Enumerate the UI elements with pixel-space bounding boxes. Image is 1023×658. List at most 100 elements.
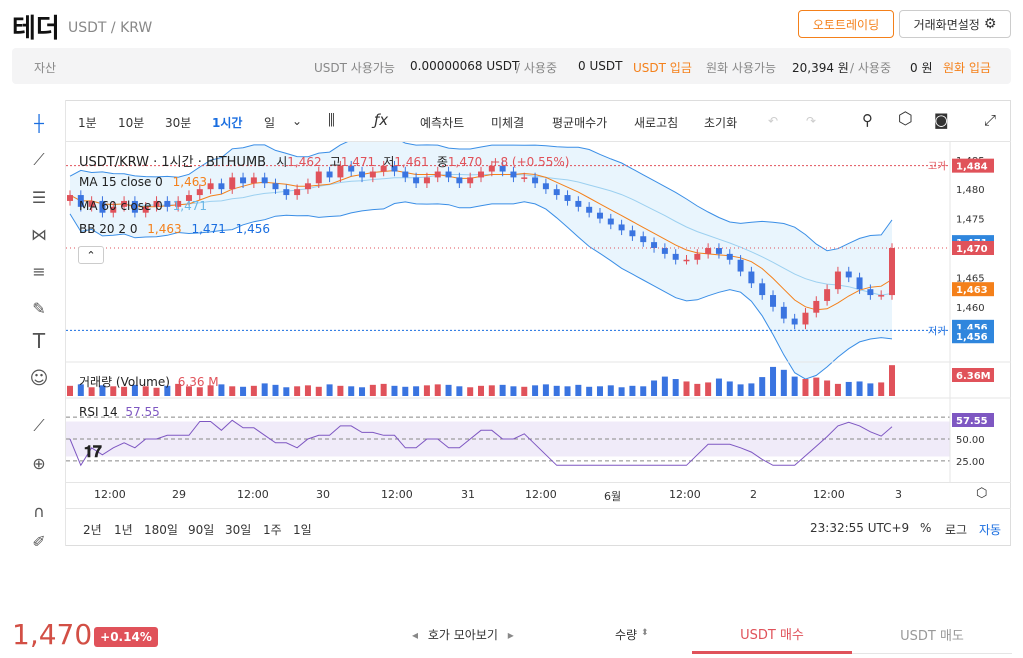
text-tool-icon[interactable]: T bbox=[32, 329, 46, 353]
candle-body bbox=[694, 253, 701, 260]
range-1d[interactable]: 1일 bbox=[293, 523, 312, 537]
volume-label: 거래량 (Volume) bbox=[79, 375, 170, 389]
bb-label: BB 20 2 0 bbox=[79, 222, 138, 236]
interval-1h[interactable]: 1시간 bbox=[212, 116, 243, 130]
candle-body bbox=[283, 189, 290, 196]
range-180d[interactable]: 180일 bbox=[144, 523, 178, 537]
avg-price-button[interactable]: 평균매수가 bbox=[552, 116, 608, 130]
volume-legend: 거래량 (Volume) 6.36 M bbox=[79, 373, 219, 390]
clock: 23:32:55 UTC+9 bbox=[810, 521, 910, 535]
price-tick: 1,465 bbox=[956, 273, 985, 284]
volume-bar bbox=[824, 380, 831, 396]
auto-toggle[interactable]: 자동 bbox=[979, 523, 1002, 537]
fullscreen-icon[interactable]: ⤢ bbox=[984, 111, 997, 129]
range-30d[interactable]: 30일 bbox=[225, 523, 252, 537]
rsi-line bbox=[69, 419, 893, 467]
candle-body bbox=[88, 200, 95, 207]
candle-body bbox=[564, 195, 571, 201]
volume-bar bbox=[553, 385, 560, 396]
interval-30m[interactable]: 30분 bbox=[165, 116, 192, 130]
volume-bar bbox=[542, 384, 549, 396]
pattern-icon[interactable]: ⋈ bbox=[31, 224, 47, 244]
usdt-inuse-label: / 사용중 bbox=[516, 61, 557, 75]
range-1w[interactable]: 1주 bbox=[263, 523, 282, 537]
current-price: 1,470 bbox=[12, 618, 93, 651]
range-1y[interactable]: 1년 bbox=[114, 523, 133, 537]
candle-body bbox=[261, 177, 268, 184]
screen-settings-button[interactable]: 거래화면설정 ⚙ bbox=[899, 10, 1011, 38]
range-bar: 2년 1년 180일 90일 30일 1주 1일 23:32:55 UTC+9 … bbox=[66, 508, 1011, 546]
log-toggle[interactable]: 로그 bbox=[945, 523, 968, 537]
redo-icon[interactable]: ↷ bbox=[806, 114, 817, 128]
price-tag-text: 1,456 bbox=[956, 323, 988, 334]
screen-settings-label: 거래화면설정 bbox=[913, 17, 980, 32]
candle-type-icon[interactable]: ⫼ bbox=[328, 111, 335, 129]
candle-body bbox=[413, 177, 420, 184]
trendline-icon[interactable]: ⟋ bbox=[33, 150, 45, 169]
crosshair-icon[interactable]: ┼ bbox=[34, 113, 44, 133]
price-tag-low bbox=[952, 329, 994, 344]
legend-high: 1,471 bbox=[340, 155, 376, 169]
emoji-icon[interactable]: ☺ bbox=[29, 367, 49, 389]
usdt-deposit-link[interactable]: USDT 입금 bbox=[633, 61, 692, 75]
candle-body bbox=[77, 195, 84, 207]
chevron-down-icon[interactable]: ⌄ bbox=[292, 114, 303, 128]
volume-bar bbox=[467, 387, 474, 396]
lock-icon[interactable]: ✐ bbox=[32, 531, 46, 551]
volume-bar bbox=[802, 379, 809, 396]
volume-bar bbox=[445, 384, 452, 396]
sort-icon[interactable]: ⬍ bbox=[641, 628, 649, 638]
legend-l-label: 저 bbox=[383, 155, 395, 169]
interval-1m[interactable]: 1분 bbox=[78, 116, 97, 130]
auto-trading-button[interactable]: 오토트레이딩 bbox=[798, 10, 894, 38]
interval-day[interactable]: 일 bbox=[264, 116, 276, 130]
orderbook-collect[interactable]: 호가 모아보기 bbox=[427, 628, 498, 642]
interval-10m[interactable]: 10분 bbox=[118, 116, 145, 130]
indicators-icon[interactable]: ƒx bbox=[374, 111, 389, 129]
unfilled-button[interactable]: 미체결 bbox=[491, 116, 525, 130]
reset-button[interactable]: 초기화 bbox=[704, 116, 738, 130]
sell-tab[interactable]: USDT 매도 bbox=[852, 616, 1012, 654]
chevron-left-icon[interactable]: ◂ bbox=[412, 628, 419, 642]
fib-lines-icon[interactable]: ☰ bbox=[31, 187, 47, 207]
krw-deposit-link[interactable]: 원화 입금 bbox=[943, 61, 991, 75]
magnet-icon[interactable]: ∩ bbox=[33, 501, 45, 521]
candle-body bbox=[510, 171, 517, 178]
collapse-legend-button[interactable]: ⌃ bbox=[78, 246, 104, 264]
legend-pair: USDT/KRW · 1시간 · BITHUMB bbox=[79, 155, 267, 170]
chevron-right-icon[interactable]: ▸ bbox=[507, 628, 514, 642]
range-2y[interactable]: 2년 bbox=[83, 523, 102, 537]
pair-subtitle: USDT / KRW bbox=[68, 20, 153, 36]
price-change-badge: +0.14% bbox=[94, 627, 158, 647]
candle-body bbox=[185, 195, 192, 201]
brush-icon[interactable]: ✎ bbox=[32, 298, 46, 318]
settings-hex-icon[interactable]: ⬡ bbox=[898, 109, 913, 129]
range-90d[interactable]: 90일 bbox=[188, 523, 215, 537]
forecast-lines-icon[interactable]: ≡ bbox=[32, 261, 46, 281]
candle-body bbox=[878, 295, 885, 297]
ruler-icon[interactable]: ⟋ bbox=[33, 416, 45, 435]
volume-bar bbox=[575, 384, 582, 396]
undo-icon[interactable]: ↶ bbox=[768, 114, 779, 128]
candle-body bbox=[683, 259, 690, 262]
candle-body bbox=[207, 183, 214, 190]
candle-body bbox=[553, 189, 560, 196]
axis-settings-icon[interactable]: ⬡ bbox=[976, 486, 988, 501]
buy-tab[interactable]: USDT 매수 bbox=[692, 616, 852, 654]
volume-bar bbox=[185, 386, 192, 396]
qty-sort[interactable]: 수량 bbox=[615, 628, 638, 642]
zoom-in-icon[interactable]: ⊕ bbox=[32, 453, 46, 473]
camera-icon[interactable]: ◙ bbox=[934, 111, 949, 129]
candle-body bbox=[142, 206, 149, 213]
price-tag-high bbox=[952, 158, 994, 173]
refresh-button[interactable]: 새로고침 bbox=[634, 116, 679, 130]
x-tick: 12:00 bbox=[94, 488, 126, 501]
price-tag-text: 1,484 bbox=[956, 162, 988, 173]
rsi-tag bbox=[952, 413, 994, 427]
candle-body bbox=[575, 200, 582, 207]
alert-icon[interactable]: ⚲ bbox=[862, 111, 873, 129]
forecast-chart-button[interactable]: 예측차트 bbox=[420, 116, 465, 130]
rsi-value: 57.55 bbox=[125, 405, 160, 419]
percent-toggle[interactable]: % bbox=[920, 521, 932, 535]
